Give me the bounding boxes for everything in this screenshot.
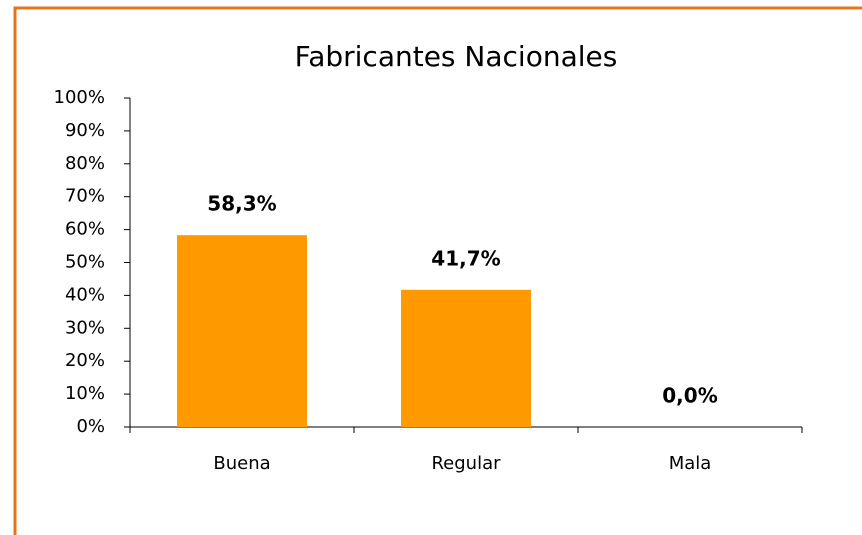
y-tick-label: 70% [65, 186, 105, 207]
y-tick-label: 50% [65, 252, 105, 273]
y-tick-label: 40% [65, 284, 105, 305]
y-tick-label: 60% [65, 219, 105, 240]
x-tick-label: Regular [431, 453, 501, 474]
x-tick-label: Buena [213, 453, 270, 474]
data-label: 0,0% [662, 384, 717, 408]
chart-title: Fabricantes Nacionales [295, 40, 618, 73]
y-tick-label: 0% [76, 416, 105, 437]
y-tick-label: 90% [65, 120, 105, 141]
y-tick-label: 20% [65, 350, 105, 371]
data-label: 41,7% [431, 246, 500, 270]
y-tick-label: 10% [65, 383, 105, 404]
y-tick-label: 80% [65, 153, 105, 174]
x-tick-label: Mala [669, 453, 712, 474]
bar [177, 235, 307, 427]
data-label: 58,3% [207, 192, 276, 216]
frame [13, 6, 862, 535]
y-tick-label: 100% [54, 87, 105, 108]
y-tick-label: 30% [65, 317, 105, 338]
bar [401, 289, 531, 427]
